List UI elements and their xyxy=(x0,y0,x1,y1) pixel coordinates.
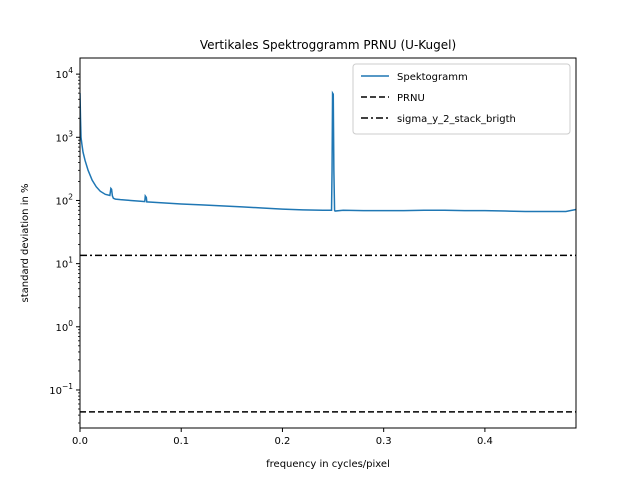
x-tick-label: 0.0 xyxy=(72,436,88,447)
legend-box xyxy=(352,63,571,135)
x-axis: 0.0 0.1 0.2 0.3 0.4 xyxy=(72,428,493,447)
x-tick-label: 0.1 xyxy=(173,436,189,447)
y-tick-label: 103 xyxy=(55,129,73,144)
legend: Spektogramm PRNU sigma_y_2_stack_brigth xyxy=(352,63,571,135)
y-tick-label: 10−1 xyxy=(49,382,73,397)
legend-label: Spektogramm xyxy=(397,72,468,83)
series-layer xyxy=(80,90,576,413)
x-tick-label: 0.2 xyxy=(274,436,290,447)
chart-title: Vertikales Spektroggramm PRNU (U-Kugel) xyxy=(200,38,456,52)
y-axis: 10−1 100 101 102 103 104 xyxy=(49,66,80,424)
y-tick-label: 101 xyxy=(55,256,73,271)
legend-label: sigma_y_2_stack_brigth xyxy=(397,114,516,125)
y-axis-label: standard deviation in % xyxy=(20,184,31,303)
x-tick-label: 0.4 xyxy=(477,436,493,447)
y-tick-label: 104 xyxy=(55,66,73,81)
series-line-1 xyxy=(80,90,576,213)
x-tick-label: 0.3 xyxy=(376,436,392,447)
y-tick-label: 100 xyxy=(55,319,73,334)
y-tick-label: 102 xyxy=(55,192,73,207)
plot-frame xyxy=(79,57,577,429)
x-axis-label: frequency in cycles/pixel xyxy=(266,459,390,470)
legend-label: PRNU xyxy=(397,93,425,104)
